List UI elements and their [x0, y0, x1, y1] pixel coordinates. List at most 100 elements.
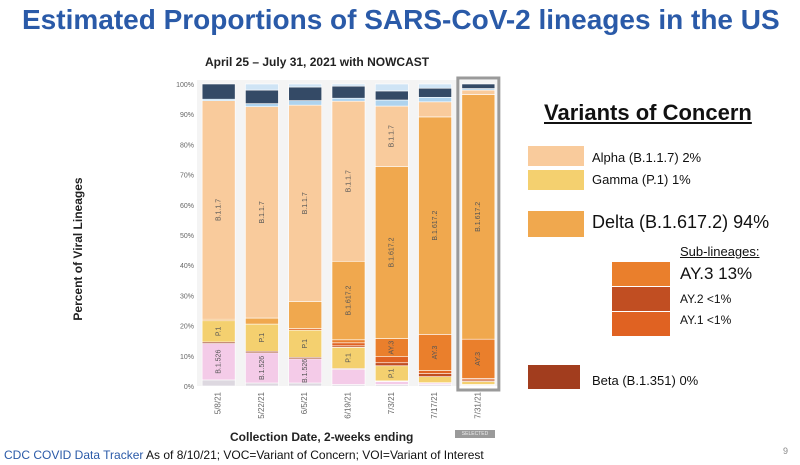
bar-segment — [245, 317, 279, 325]
bar-segment — [288, 86, 323, 101]
legend-swatch-beta — [528, 365, 580, 389]
y-tick-label: 90% — [180, 112, 194, 119]
bar-label: P.1 — [345, 353, 352, 363]
bar-segment — [331, 339, 366, 344]
bar-segment — [374, 166, 409, 339]
bar-label: AY.3 — [475, 352, 482, 366]
bar-segment — [418, 83, 452, 89]
bar-segment — [245, 323, 279, 352]
x-axis-label: Collection Date, 2-weeks ending — [230, 430, 414, 444]
bar-segment — [245, 106, 279, 319]
bar-label: P.1 — [259, 333, 266, 343]
x-tick-label: 6/19/21 — [344, 391, 353, 418]
bar-label: AY.3 — [432, 345, 439, 359]
bar-segment — [245, 83, 279, 91]
bar-segment — [374, 99, 409, 107]
bar-segment — [331, 100, 366, 262]
bar-segment — [288, 104, 323, 302]
bar-segment — [201, 343, 236, 381]
bar-segment — [245, 382, 279, 387]
legend-swatch-ay2 — [612, 287, 670, 311]
legend-label-beta: Beta (B.1.351) 0% — [592, 373, 699, 388]
bar-segment — [418, 376, 452, 383]
footer-source-link[interactable]: CDC COVID Data Tracker — [4, 448, 144, 462]
y-tick-label: 70% — [180, 173, 194, 180]
bar-segment — [201, 100, 236, 320]
bar-segment — [288, 358, 323, 384]
bar-segment — [374, 90, 409, 101]
y-tick-label: 100% — [176, 82, 194, 89]
bar-segment — [374, 381, 409, 385]
legend-label-alpha: Alpha (B.1.1.7) 2% — [592, 150, 702, 165]
y-tick-label: 10% — [180, 354, 194, 361]
legend-label-gamma: Gamma (P.1) 1% — [592, 172, 691, 187]
y-tick-label: 20% — [180, 324, 194, 331]
footer: CDC COVID Data Tracker As of 8/10/21; VO… — [4, 448, 484, 462]
bar-segment — [374, 356, 409, 364]
selected-bar-frame — [456, 76, 501, 392]
y-tick-label: 60% — [180, 203, 194, 210]
legend-swatch-gamma — [528, 170, 584, 190]
bar-label: B.1.1.7 — [259, 201, 266, 223]
bar-label: B.1.617.2 — [432, 211, 439, 241]
bar-segment — [418, 334, 452, 371]
x-tick-label: 5/22/21 — [257, 391, 266, 418]
bar-segment — [418, 87, 452, 98]
bar-label: B.1.617.2 — [389, 237, 396, 267]
bar-segment — [331, 342, 366, 347]
y-tick-label: 40% — [180, 263, 194, 270]
x-tick-label: 6/5/21 — [300, 391, 309, 414]
bar-label: P.1 — [389, 368, 396, 378]
footer-note: As of 8/10/21; VOC=Variant of Concern; V… — [143, 448, 484, 462]
sublineages-title: Sub-lineages: — [680, 244, 760, 259]
bar-label: B.1.526 — [302, 359, 309, 383]
bar-segment — [331, 85, 366, 99]
bar-segment — [288, 83, 323, 88]
bar-segment — [245, 352, 279, 384]
y-tick-label: 50% — [180, 233, 194, 240]
bar-label: B.1.526 — [259, 356, 266, 380]
bar-segment — [331, 369, 366, 385]
bar-segment — [201, 379, 236, 387]
bar-segment — [288, 100, 323, 106]
bar-label: B.1.617.2 — [475, 202, 482, 232]
legend-swatch-ay3 — [612, 262, 670, 286]
bar-segment — [374, 105, 409, 167]
bar-segment — [288, 301, 323, 329]
legend-swatch-delta — [528, 211, 584, 237]
bar-segment — [461, 89, 496, 95]
legend-title: Variants of Concern — [544, 100, 752, 125]
page-number: 9 — [783, 446, 789, 456]
bar-label: P.1 — [215, 326, 222, 336]
bar-segment — [461, 83, 496, 89]
bar-segment — [331, 83, 366, 87]
bar-label: B.1.1.7 — [215, 199, 222, 221]
bar-segment — [201, 83, 236, 100]
bar-label: AY.3 — [389, 341, 396, 355]
x-tick-label: 5/8/21 — [214, 391, 223, 414]
selected-tag: SELECTED — [455, 430, 495, 438]
bar-segment — [288, 329, 323, 358]
bar-segment — [418, 116, 452, 335]
x-tick-label: 7/31/21 — [473, 391, 482, 418]
chart-title: April 25 – July 31, 2021 with NOWCAST — [205, 55, 430, 69]
bar-label: P.1 — [302, 339, 309, 349]
bar-segment — [374, 83, 409, 92]
page-title: Estimated Proportions of SARS-CoV-2 line… — [22, 4, 780, 35]
bar-label: B.1.526 — [215, 350, 222, 374]
bar-segment — [418, 96, 452, 103]
y-tick-label: 0% — [184, 384, 194, 391]
legend-swatch-alpha — [528, 146, 584, 166]
bar-label: B.1.1.7 — [345, 170, 352, 192]
x-tick-label: 7/3/21 — [387, 391, 396, 414]
bar-segment — [418, 370, 452, 374]
bar-segment — [245, 89, 279, 104]
y-tick-label: 80% — [180, 142, 194, 149]
bar-segment — [331, 97, 366, 102]
bar-label: B.1.617.2 — [345, 285, 352, 315]
legend-label-ay1: AY.1 <1% — [680, 313, 732, 327]
x-tick-label: 7/17/21 — [430, 391, 439, 418]
bar-segment — [461, 338, 496, 379]
legend-label-ay3: AY.3 13% — [680, 264, 753, 283]
bar-label: B.1.1.7 — [389, 125, 396, 147]
